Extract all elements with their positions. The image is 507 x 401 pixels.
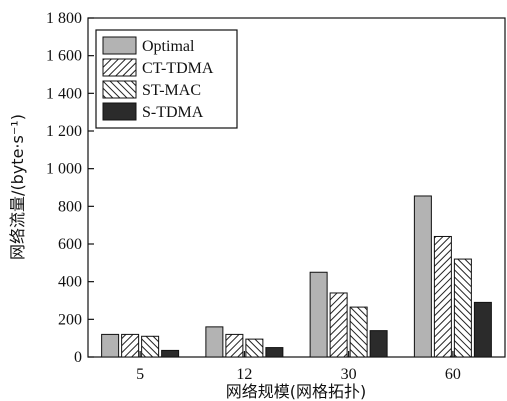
bar-ct-tdma-12	[225, 333, 244, 358]
x-tick-label: 12	[236, 366, 252, 383]
bar-st-mac-60	[453, 258, 472, 358]
y-tick-label: 1 000	[46, 161, 82, 178]
bar-s-tdma-12	[265, 347, 284, 358]
bar-optimal-5	[101, 333, 120, 358]
y-axis-title: 网络流量/(byte·s⁻¹)	[8, 114, 27, 260]
legend-label: S-TDMA	[142, 104, 204, 121]
x-tick-label: 60	[445, 366, 461, 383]
y-tick-label: 800	[58, 198, 82, 215]
y-axis-ticks: 0 200 400 600 800 1 000 1 200 1 400 1 600 1 800	[46, 10, 94, 366]
y-tick-label: 1 400	[46, 85, 82, 102]
legend: Optimal CT-TDMA ST-MAC S-TDMA	[95, 29, 238, 129]
y-tick-label: 0	[74, 349, 82, 366]
bar-s-tdma-5	[161, 349, 180, 358]
y-tick-label: 600	[58, 236, 82, 253]
plot-frame	[87, 17, 506, 358]
bar-optimal-60	[413, 195, 432, 358]
legend-swatch	[102, 102, 137, 121]
bar-ct-tdma-60	[433, 235, 452, 358]
bar-s-tdma-60	[473, 301, 492, 358]
bar-ct-tdma-30	[329, 292, 348, 358]
y-tick-label: 1 600	[46, 48, 82, 65]
legend-swatch	[102, 36, 137, 55]
legend-swatch	[102, 58, 137, 77]
legend-label: CT-TDMA	[142, 60, 214, 77]
x-axis-title: 网络规模(网格拓扑)	[226, 382, 367, 401]
bar-ct-tdma-5	[121, 333, 140, 358]
bar-optimal-12	[205, 326, 224, 358]
bar-st-mac-30	[349, 306, 368, 358]
bar-s-tdma-30	[369, 330, 388, 358]
legend-label: ST-MAC	[142, 82, 201, 99]
y-tick-label: 400	[58, 274, 82, 291]
bar-st-mac-12	[245, 338, 264, 358]
legend-swatch	[102, 80, 137, 99]
bar-series	[101, 195, 492, 358]
bar-optimal-30	[309, 271, 328, 358]
legend-label: Optimal	[142, 38, 195, 55]
bar-st-mac-5	[141, 335, 160, 358]
x-tick-label: 30	[341, 366, 357, 383]
x-axis-ticks: 5 12 30 60	[136, 351, 461, 383]
y-tick-label: 1 200	[46, 123, 82, 140]
y-tick-label: 200	[58, 311, 82, 328]
y-tick-label: 1 800	[46, 10, 82, 27]
x-tick-label: 5	[136, 366, 144, 383]
